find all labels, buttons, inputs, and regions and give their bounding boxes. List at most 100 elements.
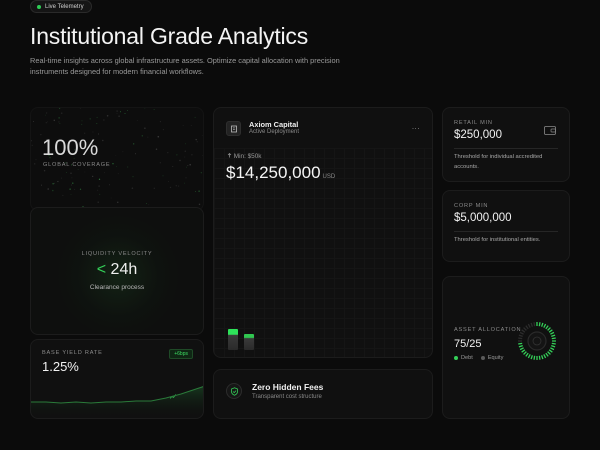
more-options-icon[interactable]: ... [411, 122, 420, 131]
particle-dot [178, 185, 180, 187]
particle-dot [59, 123, 61, 124]
coverage-label: GLOBAL COVERAGE [43, 162, 111, 168]
yield-value: 1.25% [42, 359, 79, 374]
ring-tick-debt [550, 331, 555, 335]
particle-dot [191, 154, 193, 156]
particle-dot [196, 141, 198, 143]
particle-dot [81, 120, 83, 122]
particle-dot [186, 166, 187, 168]
allocation-ring [518, 322, 556, 360]
particle-dot [98, 133, 99, 135]
ring-tick-debt [543, 323, 547, 328]
particle-dot [47, 188, 49, 190]
particle-dot [52, 189, 54, 192]
ring-tick-equity [521, 329, 526, 333]
particle-dot [71, 164, 72, 166]
particle-dot [148, 204, 150, 206]
ring-tick-debt [551, 334, 556, 337]
particle-dot [45, 122, 47, 124]
particle-dot [141, 135, 143, 137]
particle-dot [167, 151, 169, 154]
arrow-up-icon [227, 153, 232, 158]
particle-dot [106, 115, 109, 117]
particle-dot [58, 117, 60, 119]
coverage-card: 100% GLOBAL COVERAGE [30, 107, 204, 211]
ring-tick-debt [548, 349, 553, 353]
particle-dot [82, 206, 84, 208]
particle-dot [62, 194, 64, 196]
building-icon [226, 121, 241, 136]
yield-sparkline [31, 386, 203, 418]
divider [454, 231, 558, 232]
ring-tick-debt [545, 352, 549, 357]
particle-dot [116, 112, 118, 114]
corp-desc: Threshold for institutional entities. [454, 237, 541, 243]
particle-dot [98, 178, 101, 180]
legend-item-equity: Equity [480, 355, 503, 361]
ring-tick-equity [530, 322, 533, 327]
ring-tick-debt [541, 355, 544, 360]
ring-tick-debt [545, 325, 549, 330]
axiom-deployment: Active Deployment [249, 129, 300, 135]
particle-dot [48, 149, 50, 151]
alloc-label: ASSET ALLOCATION [454, 327, 522, 333]
legend-debt-label: Debt [461, 355, 473, 361]
particle-dot [159, 162, 161, 164]
particle-dot [56, 141, 57, 143]
yield-change: +6bps [174, 351, 188, 357]
particle-dot [153, 108, 155, 110]
particle-dot [153, 187, 155, 189]
particle-dot [46, 112, 48, 114]
particle-dot [157, 135, 160, 138]
ring-tick-debt [530, 355, 533, 360]
particle-field [31, 108, 203, 210]
particle-dot [53, 119, 56, 122]
corp-amount: $5,000,000 [454, 212, 512, 224]
equity-swatch [480, 355, 485, 360]
particle-dot [144, 108, 146, 110]
axiom-amount: $14,250,000 USD [226, 163, 335, 183]
particle-dot [31, 140, 32, 142]
velocity-label: LIQUIDITY VELOCITY [81, 251, 153, 257]
yield-label: BASE YIELD RATE [42, 350, 103, 356]
particle-dot [81, 123, 83, 125]
particle-dot [127, 110, 128, 111]
particle-dot [127, 166, 129, 168]
fees-sub: Transparent cost structure [252, 394, 322, 400]
particle-dot [77, 169, 79, 170]
ring-tick-equity [523, 327, 527, 331]
particle-dot [124, 112, 126, 115]
particle-dot [195, 190, 197, 193]
ring-tick-equity [527, 323, 531, 328]
retail-desc: Threshold for individual accredited acco… [454, 154, 543, 170]
corp-label: CORP MIN [454, 203, 489, 209]
axiom-capital-card[interactable]: Axiom Capital Active Deployment ... Min:… [213, 107, 433, 358]
particle-dot [43, 169, 46, 172]
particle-dot [175, 185, 177, 187]
grid-background [214, 148, 432, 357]
asset-allocation-card: ASSET ALLOCATION 75/25 Debt Equity [442, 276, 570, 419]
particle-dot [200, 172, 202, 174]
particle-dot [202, 176, 203, 177]
ring-tick-debt [550, 347, 555, 351]
particle-dot [155, 148, 158, 150]
particle-dot [103, 119, 105, 121]
retail-amount: $250,000 [454, 129, 502, 141]
particle-dot [90, 167, 92, 169]
ring-tick-debt [518, 342, 523, 345]
live-status-dot [37, 4, 41, 9]
particle-dot [147, 136, 149, 138]
particle-dot [96, 123, 98, 124]
particle-dot [33, 121, 34, 122]
particle-dot [194, 116, 196, 118]
particle-dot [185, 143, 187, 145]
particle-dot [202, 154, 203, 157]
particle-dot [92, 175, 94, 177]
ring-tick-equity [525, 325, 529, 330]
particle-dot [195, 138, 197, 141]
particle-dot [66, 172, 67, 173]
particle-dot [190, 125, 192, 126]
ring-tick-debt [547, 327, 551, 331]
particle-dot [159, 121, 161, 123]
particle-dot [58, 121, 60, 123]
